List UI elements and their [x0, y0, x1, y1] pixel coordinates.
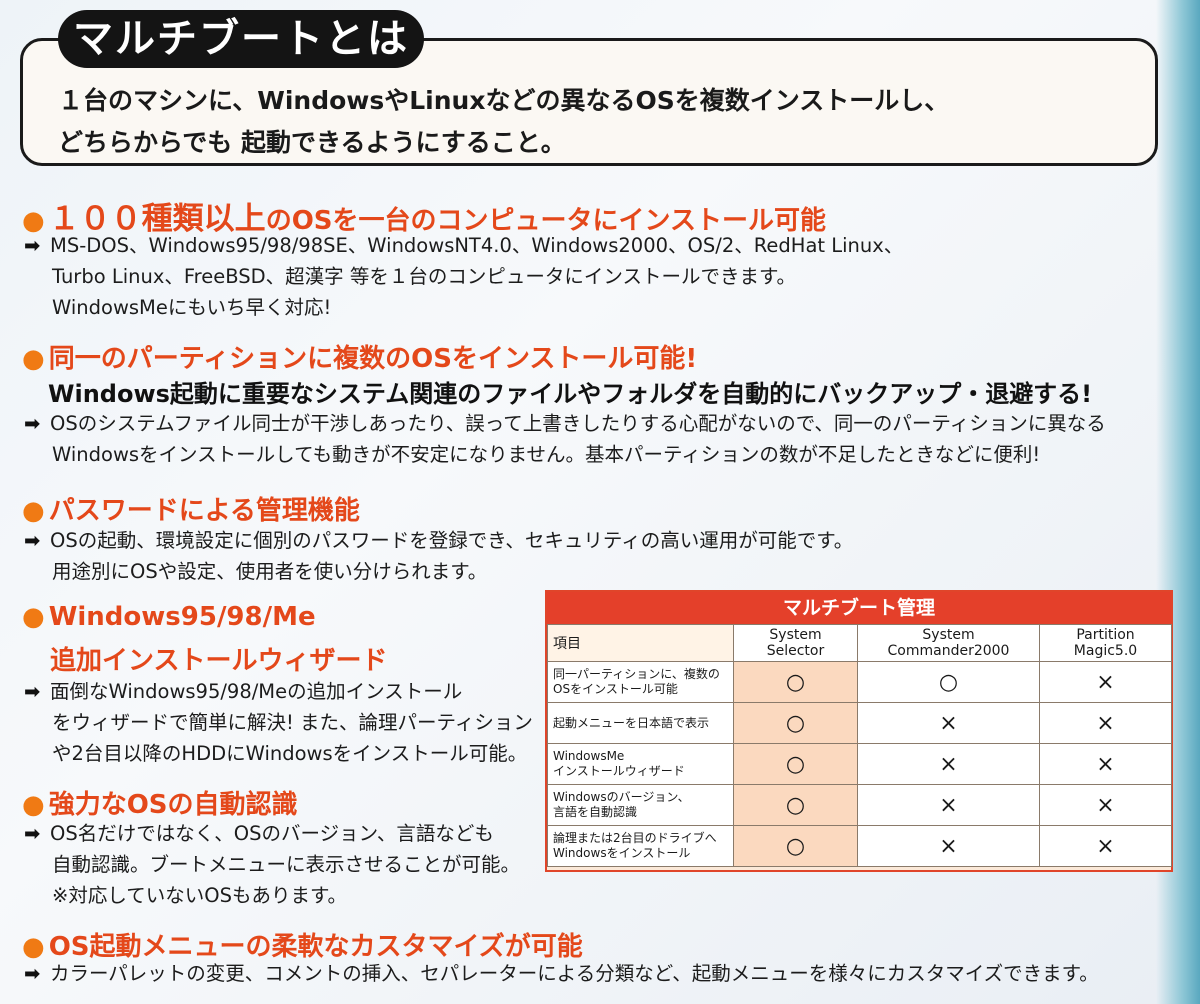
table-row: Windowsのバージョン、 言語を自動認識 ○ × × [547, 784, 1172, 826]
table-cell: ○ [733, 784, 858, 826]
table-cell: × [857, 702, 1040, 744]
bullet-icon: ● [22, 790, 45, 820]
header-description: １台のマシンに、WindowsやLinuxなどの異なるOSを複数インストールし、… [58, 86, 950, 157]
arrow-icon: ➡ [24, 962, 41, 985]
table-row-item: WindowsMe インストールウィザード [547, 743, 734, 785]
table-cell: × [1039, 661, 1172, 703]
table-header-system-commander: System Commander2000 [857, 624, 1040, 662]
arrow-icon: ➡ [24, 234, 41, 257]
bullet-icon: ● [22, 344, 45, 374]
table-row: 起動メニューを日本語で表示 ○ × × [547, 702, 1172, 744]
table-row-item: 論理または2台目のドライブへ Windowsをインストール [547, 825, 734, 867]
table-cell: × [857, 743, 1040, 785]
table-row-item: 同一パーティションに、複数の OSをインストール可能 [547, 661, 734, 703]
bullet-icon: ● [22, 496, 45, 526]
section-body-4: ➡ 面倒なWindows95/98/Meの追加インストール をウィザードで簡単に解… [24, 676, 533, 769]
page-title: マルチブートとは [58, 10, 424, 68]
section-title-5: ● 強力なOSの自動認識 [22, 790, 298, 820]
table-cell: ○ [733, 702, 858, 744]
comparison-table: マルチブート管理 項目 System Selector System Comma… [545, 590, 1173, 872]
table-cell: ○ [857, 661, 1040, 703]
section-body-6: ➡ カラーパレットの変更、コメントの挿入、セパレーターによる分類など、起動メニュー… [24, 958, 1099, 989]
table-cell: × [857, 784, 1040, 826]
section-body-1: ➡ MS-DOS、Windows95/98/98SE、WindowsNT4.0、W… [24, 230, 903, 323]
section-title-6: ● OS起動メニューの柔軟なカスタマイズが可能 [22, 932, 583, 962]
section-title-3: ● パスワードによる管理機能 [22, 496, 360, 526]
table-cell: × [857, 825, 1040, 867]
table-header-system-selector: System Selector [733, 624, 858, 662]
table-cell: ○ [733, 743, 858, 785]
section-body-2: ➡ OSのシステムファイル同士が干渉しあったり、誤って上書きしたりする心配がないの… [24, 408, 1106, 470]
section-body-3: ➡ OSの起動、環境設定に個別のパスワードを登録でき、セキュリティの高い運用が可能… [24, 525, 853, 587]
table-cell: ○ [733, 661, 858, 703]
section-title-1: ● １００種類以上のOSを一台のコンピュータにインストール可能 [22, 201, 826, 237]
table-cell: × [1039, 743, 1172, 785]
arrow-icon: ➡ [24, 822, 41, 845]
comparison-grid: 項目 System Selector System Commander2000 … [547, 624, 1172, 867]
section-body-5: ➡ OS名だけではなく、OSのバージョン、言語なども 自動認識。ブートメニューに表… [24, 818, 520, 911]
table-header-item: 項目 [547, 624, 734, 662]
section-title-4: ● Windows95/98/Me [22, 602, 316, 632]
section-subtitle-2: Windows起動に重要なシステム関連のファイルやフォルダを自動的にバックアップ… [48, 380, 1093, 408]
bullet-icon: ● [22, 206, 45, 236]
table-row: 同一パーティションに、複数の OSをインストール可能 ○ ○ × [547, 661, 1172, 703]
arrow-icon: ➡ [24, 529, 41, 552]
bullet-icon: ● [22, 602, 45, 632]
table-header-partition-magic: Partition Magic5.0 [1039, 624, 1172, 662]
table-cell: ○ [733, 825, 858, 867]
table-title: マルチブート管理 [547, 592, 1171, 624]
table-cell: × [1039, 784, 1172, 826]
table-row: 論理または2台目のドライブへ Windowsをインストール ○ × × [547, 825, 1172, 867]
section-title-2: ● 同一のパーティションに複数のOSをインストール可能! [22, 344, 698, 374]
table-row-item: 起動メニューを日本語で表示 [547, 702, 734, 744]
table-cell: × [1039, 825, 1172, 867]
table-header-row: 項目 System Selector System Commander2000 … [547, 624, 1172, 662]
section-title-4-line2: 追加インストールウィザード [50, 646, 388, 676]
arrow-icon: ➡ [24, 412, 41, 435]
table-cell: × [1039, 702, 1172, 744]
table-row-item: Windowsのバージョン、 言語を自動認識 [547, 784, 734, 826]
bullet-icon: ● [22, 932, 45, 962]
table-row: WindowsMe インストールウィザード ○ × × [547, 743, 1172, 785]
arrow-icon: ➡ [24, 680, 41, 703]
